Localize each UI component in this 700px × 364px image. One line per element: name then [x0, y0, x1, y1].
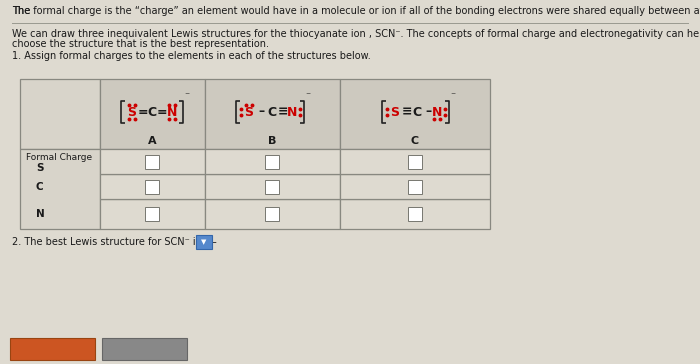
Text: Formal Charge: Formal Charge	[26, 153, 92, 162]
Text: ▼: ▼	[202, 239, 206, 245]
Bar	[265, 155, 279, 169]
Bar	[20, 149, 100, 229]
Text: 2. The best Lewis structure for SCN⁻ is  —: 2. The best Lewis structure for SCN⁻ is …	[12, 237, 217, 247]
Bar	[100, 149, 205, 174]
Bar	[145, 207, 159, 221]
Bar	[100, 199, 205, 229]
Text: ⁻: ⁻	[184, 91, 189, 101]
Text: ≡: ≡	[402, 106, 412, 119]
Bar	[205, 174, 340, 199]
Bar	[340, 149, 490, 174]
Bar	[205, 79, 340, 149]
Text: =: =	[157, 106, 167, 119]
Text: S: S	[391, 106, 400, 119]
Text: A: A	[148, 136, 156, 146]
Bar	[408, 207, 422, 221]
Text: S: S	[127, 106, 136, 119]
Text: C: C	[148, 106, 157, 119]
Bar	[20, 79, 100, 149]
Bar	[265, 207, 279, 221]
Text: C: C	[412, 106, 421, 119]
Text: S: S	[36, 163, 43, 173]
Text: C: C	[411, 136, 419, 146]
Bar	[102, 338, 187, 360]
Bar	[340, 79, 490, 149]
Bar	[408, 180, 422, 194]
Bar	[145, 180, 159, 194]
Text: N: N	[287, 106, 298, 119]
Bar	[265, 180, 279, 194]
Text: –: –	[258, 106, 264, 119]
Bar	[100, 79, 205, 149]
Bar	[100, 174, 205, 199]
Text: –: –	[425, 106, 431, 119]
Text: The: The	[12, 6, 34, 16]
Text: We can draw three inequivalent Lewis structures for the thiocyanate ion , SCN⁻. : We can draw three inequivalent Lewis str…	[12, 29, 700, 39]
Bar	[340, 174, 490, 199]
Text: choose the structure that is the best representation.: choose the structure that is the best re…	[12, 39, 269, 49]
Text: The formal charge is the “charge” an element would have in a molecule or ion if : The formal charge is the “charge” an ele…	[12, 6, 700, 16]
Text: =: =	[138, 106, 148, 119]
Text: ≡: ≡	[278, 106, 288, 119]
Text: S: S	[244, 106, 253, 119]
Bar	[145, 155, 159, 169]
Text: 1. Assign formal charges to the elements in each of the structures below.: 1. Assign formal charges to the elements…	[12, 51, 371, 61]
Bar	[205, 199, 340, 229]
Text: N: N	[36, 209, 45, 219]
Bar	[10, 338, 95, 360]
Text: ⁻: ⁻	[450, 91, 455, 101]
Bar	[196, 235, 212, 249]
Bar	[205, 149, 340, 174]
Text: C: C	[36, 182, 43, 192]
Text: N: N	[432, 106, 442, 119]
Text: N: N	[167, 106, 177, 119]
Bar	[408, 155, 422, 169]
Text: ⁻: ⁻	[305, 91, 310, 101]
Text: C: C	[267, 106, 276, 119]
Bar	[340, 199, 490, 229]
Text: B: B	[268, 136, 277, 146]
